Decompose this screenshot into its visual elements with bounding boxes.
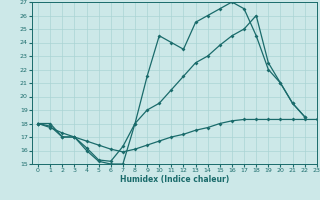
X-axis label: Humidex (Indice chaleur): Humidex (Indice chaleur) [120,175,229,184]
